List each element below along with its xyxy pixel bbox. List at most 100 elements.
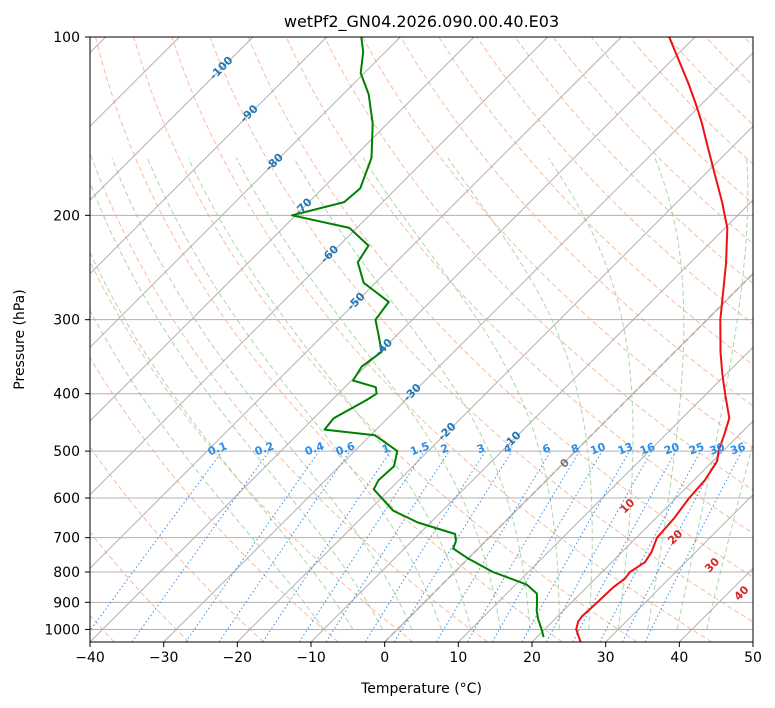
isotherm-line [90, 37, 475, 422]
mixing-ratio-label: 4 [502, 441, 514, 456]
y-tick-label: 700 [53, 531, 80, 547]
dry-adiabat-line [743, 37, 753, 47]
mixing-ratio-line [218, 450, 351, 642]
x-axis-label: Temperature (°C) [360, 681, 482, 697]
y-axis-label: Pressure (hPa) [12, 289, 28, 389]
mixing-ratio-label: 36 [728, 440, 747, 458]
dry-adiabat-line [90, 445, 264, 642]
dry-adiabat-line [171, 37, 712, 642]
isotherm-line [236, 125, 753, 642]
freezing-line [384, 272, 753, 642]
dry-adiabat-line [247, 37, 753, 578]
mixing-ratio-line [393, 450, 513, 642]
moist-adiabat-label: 0 [557, 456, 572, 471]
mixing-ratio-label: 2 [439, 441, 451, 456]
x-tick-label: 10 [449, 650, 467, 666]
mixing-ratio-label: 6 [541, 441, 553, 456]
mixing-ratio-line [545, 450, 653, 642]
isotherm-label: -60 [318, 242, 341, 265]
x-tick-label: 30 [597, 650, 615, 666]
mixing-ratio-line [467, 450, 580, 642]
mixing-ratio-label: 10 [589, 440, 608, 458]
isotherm-line [310, 199, 753, 642]
y-tick-label: 900 [53, 595, 80, 611]
isotherm-line [90, 37, 696, 642]
plot-area [90, 37, 753, 642]
dry-adiabat-line [705, 37, 753, 87]
y-tick-label: 1000 [44, 622, 80, 638]
moist-adiabat-line [362, 157, 560, 630]
moist-adiabat-label: 10 [617, 496, 637, 516]
isotherm-line [384, 272, 753, 642]
dry-adiabat-line [438, 37, 753, 366]
mixing-ratio-label: 30 [708, 440, 727, 458]
isotherm-line [163, 51, 753, 642]
dry-adiabat-line [90, 151, 488, 642]
x-tick-label: −10 [296, 650, 326, 666]
moist-adiabat-line [90, 181, 383, 630]
dry-adiabat-line [90, 531, 190, 642]
isotherm-label: -50 [344, 290, 367, 313]
dry-adiabat-line [514, 37, 753, 285]
mixing-ratio-line [325, 450, 450, 642]
mixing-ratio-label: 0.4 [303, 439, 326, 458]
isotherm-label: -80 [263, 150, 286, 173]
temperature-profile-line [575, 37, 731, 642]
isotherm-line [605, 493, 753, 642]
mixing-ratio-label: 1.5 [408, 439, 431, 458]
isotherm-line [531, 420, 753, 642]
x-tick-label: −30 [149, 650, 179, 666]
mixing-ratio-line [521, 450, 630, 642]
mixing-ratio-line [572, 450, 677, 642]
y-tick-label: 200 [53, 208, 80, 224]
mixing-ratio-label: 3 [475, 442, 487, 457]
isotherm-line [90, 37, 328, 275]
x-tick-label: −40 [75, 650, 105, 666]
y-tick-label: 500 [53, 444, 80, 460]
isotherm-line [90, 37, 254, 201]
mixing-ratio-label: 0.2 [253, 439, 276, 458]
x-tick-label: 0 [380, 650, 389, 666]
axes: −40 −30 −20 −10 0 10 20 30 40 5010020030040050060… [44, 30, 762, 666]
isotherm-line [457, 346, 753, 642]
isotherm-line [678, 567, 753, 642]
mixing-ratio-line [185, 450, 320, 642]
mixing-ratio-label: 25 [687, 440, 706, 457]
dry-adiabat-line [400, 37, 753, 407]
dry-adiabat-line [285, 37, 753, 535]
dry-adiabat-line [209, 37, 753, 623]
mixing-ratio-line [644, 450, 743, 642]
plot-frame [89, 36, 754, 643]
dry-adiabat-line [95, 37, 563, 642]
mixing-ratio-line [298, 450, 425, 642]
moist-adiabat-line [548, 157, 634, 630]
mixing-ratio-label: 0.1 [206, 439, 229, 458]
mixing-ratio-line [262, 450, 392, 642]
dry-adiabat-line [323, 37, 753, 491]
moist-adiabat-line [706, 441, 753, 630]
x-tick-label: 20 [523, 650, 541, 666]
y-tick-label: 300 [53, 313, 80, 329]
isotherm-label: -30 [401, 381, 424, 404]
mixing-ratio-label: 8 [569, 442, 581, 457]
dry-adiabat-line [552, 37, 753, 245]
mixing-ratio-line [90, 450, 223, 632]
isotherm-line [90, 37, 549, 496]
isotherm-line [752, 641, 753, 642]
x-tick-label: 40 [670, 650, 688, 666]
mixing-ratio-label: 0.6 [334, 439, 357, 458]
isotherm-line [90, 37, 622, 570]
mixing-ratio-line [131, 450, 270, 642]
dry-adiabat-line [90, 260, 414, 642]
x-tick-label: −20 [223, 650, 253, 666]
mixing-ratio-label: 16 [638, 440, 657, 458]
x-tick-label: 50 [744, 650, 762, 666]
y-tick-label: 800 [53, 565, 80, 581]
isotherm-line [90, 37, 401, 349]
dewpoint-profile-line [291, 37, 545, 638]
y-tick-label: 600 [53, 491, 80, 507]
mixing-ratio-label: 13 [616, 440, 635, 457]
y-tick-label: 100 [53, 30, 80, 46]
mixing-ratio-label: 20 [662, 440, 681, 458]
